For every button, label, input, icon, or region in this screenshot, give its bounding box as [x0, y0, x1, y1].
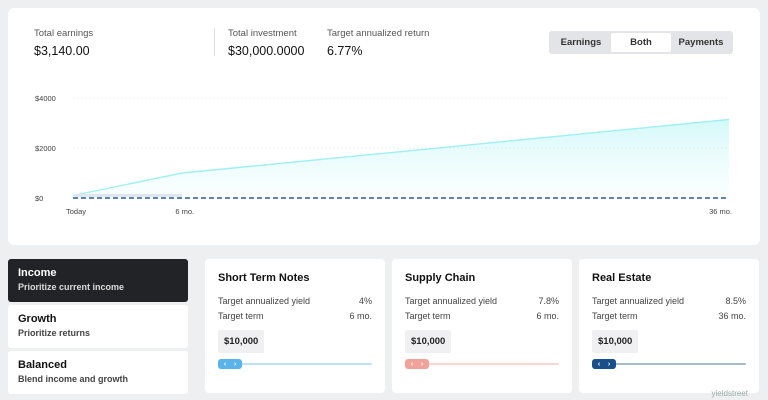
total-investment-stat: Total investment $30,000.0000: [228, 28, 304, 58]
investment-name: Short Term Notes: [218, 272, 310, 284]
strategy-title: Balanced: [18, 359, 67, 371]
x-axis-ticks: Today 6 mo. 36 mo.: [66, 207, 732, 216]
total-earnings-value: $3,140.00: [34, 44, 90, 58]
y-tick-label: $2000: [35, 144, 56, 153]
slider-handle[interactable]: ‹ ›: [405, 359, 429, 369]
strategy-balanced[interactable]: Balanced Blend income and growth: [8, 351, 188, 394]
term-value: 6 mo.: [536, 311, 559, 321]
slider-track: [592, 363, 746, 365]
yield-row: Target annualized yield 7.8%: [405, 296, 559, 306]
investment-card-short-term-notes: Short Term Notes Target annualized yield…: [205, 259, 385, 393]
chart-series: [72, 118, 730, 199]
slider-track: [218, 363, 372, 365]
chevron-left-icon: ‹: [597, 360, 601, 368]
strategy-income[interactable]: Income Prioritize current income: [8, 259, 188, 302]
chevron-right-icon: ›: [420, 360, 424, 368]
term-row: Target term 6 mo.: [405, 311, 559, 321]
x-tick-label: Today: [66, 207, 86, 216]
yield-value: 4%: [358, 296, 372, 306]
yield-value: 7.8%: [538, 296, 559, 306]
term-label: Target term: [592, 311, 638, 321]
strategy-subtitle: Prioritize current income: [18, 282, 125, 292]
term-label: Target term: [405, 311, 451, 321]
strategy-subtitle: Prioritize returns: [18, 328, 91, 338]
amount-display: $10,000: [592, 330, 639, 353]
earnings-area: [73, 119, 729, 198]
yield-label: Target annualized yield: [405, 296, 498, 306]
chevron-left-icon: ‹: [223, 360, 227, 368]
amount-slider[interactable]: ‹ ›: [405, 359, 559, 369]
amount-slider[interactable]: ‹ ›: [592, 359, 746, 369]
term-value: 6 mo.: [349, 311, 372, 321]
term-row: Target term 36 mo.: [592, 311, 746, 321]
payments-marker: [75, 194, 183, 197]
target-return-label: Target annualized return: [327, 28, 430, 39]
view-toggle: Earnings Both Payments: [549, 31, 733, 54]
x-tick-label: 6 mo.: [175, 207, 194, 216]
earnings-summary-card: Total earnings $3,140.00 Total investmen…: [8, 8, 760, 245]
term-value: 36 mo.: [718, 311, 746, 321]
chevron-right-icon: ›: [607, 360, 611, 368]
toggle-payments[interactable]: Payments: [678, 37, 724, 48]
toggle-both[interactable]: Both: [611, 33, 671, 52]
total-investment-label: Total investment: [228, 28, 297, 39]
investment-card-supply-chain: Supply Chain Target annualized yield 7.8…: [392, 259, 572, 393]
term-row: Target term 6 mo.: [218, 311, 372, 321]
slider-handle[interactable]: ‹ ›: [592, 359, 616, 369]
amount-slider[interactable]: ‹ ›: [218, 359, 372, 369]
strategy-title: Income: [18, 267, 57, 279]
yield-label: Target annualized yield: [592, 296, 685, 306]
amount-display: $10,000: [405, 330, 452, 353]
slider-handle[interactable]: ‹ ›: [218, 359, 242, 369]
y-tick-label: $0: [35, 194, 43, 203]
yield-row: Target annualized yield 4%: [218, 296, 372, 306]
investment-card-real-estate: Real Estate Target annualized yield 8.5%…: [579, 259, 759, 393]
target-return-stat: Target annualized return 6.77%: [327, 28, 429, 58]
stat-divider: [214, 28, 215, 56]
strategy-growth[interactable]: Growth Prioritize returns: [8, 305, 188, 348]
chevron-left-icon: ‹: [410, 360, 414, 368]
x-tick-label: 36 mo.: [709, 207, 732, 216]
total-earnings-stat: Total earnings $3,140.00: [34, 28, 93, 58]
total-earnings-label: Total earnings: [34, 28, 94, 39]
chevron-right-icon: ›: [233, 360, 237, 368]
slider-track: [405, 363, 559, 365]
yield-label: Target annualized yield: [218, 296, 311, 306]
y-axis-ticks: $4000 $2000 $0: [35, 94, 56, 203]
earnings-chart: $4000 $2000 $0 Today 6 mo. 36 mo.: [35, 94, 732, 216]
earnings-line: [72, 118, 730, 197]
term-label: Target term: [218, 311, 264, 321]
strategy-title: Growth: [18, 313, 57, 325]
yield-value: 8.5%: [725, 296, 746, 306]
amount-display: $10,000: [218, 330, 265, 353]
toggle-earnings[interactable]: Earnings: [560, 37, 602, 48]
y-tick-label: $4000: [35, 94, 56, 103]
investment-name: Supply Chain: [405, 272, 476, 284]
target-return-value: 6.77%: [327, 44, 363, 58]
investment-name: Real Estate: [592, 272, 652, 284]
brand-watermark: yieldstreet: [711, 389, 748, 398]
total-investment-value: $30,000.0000: [228, 44, 305, 58]
strategy-subtitle: Blend income and growth: [18, 374, 129, 384]
yield-row: Target annualized yield 8.5%: [592, 296, 746, 306]
